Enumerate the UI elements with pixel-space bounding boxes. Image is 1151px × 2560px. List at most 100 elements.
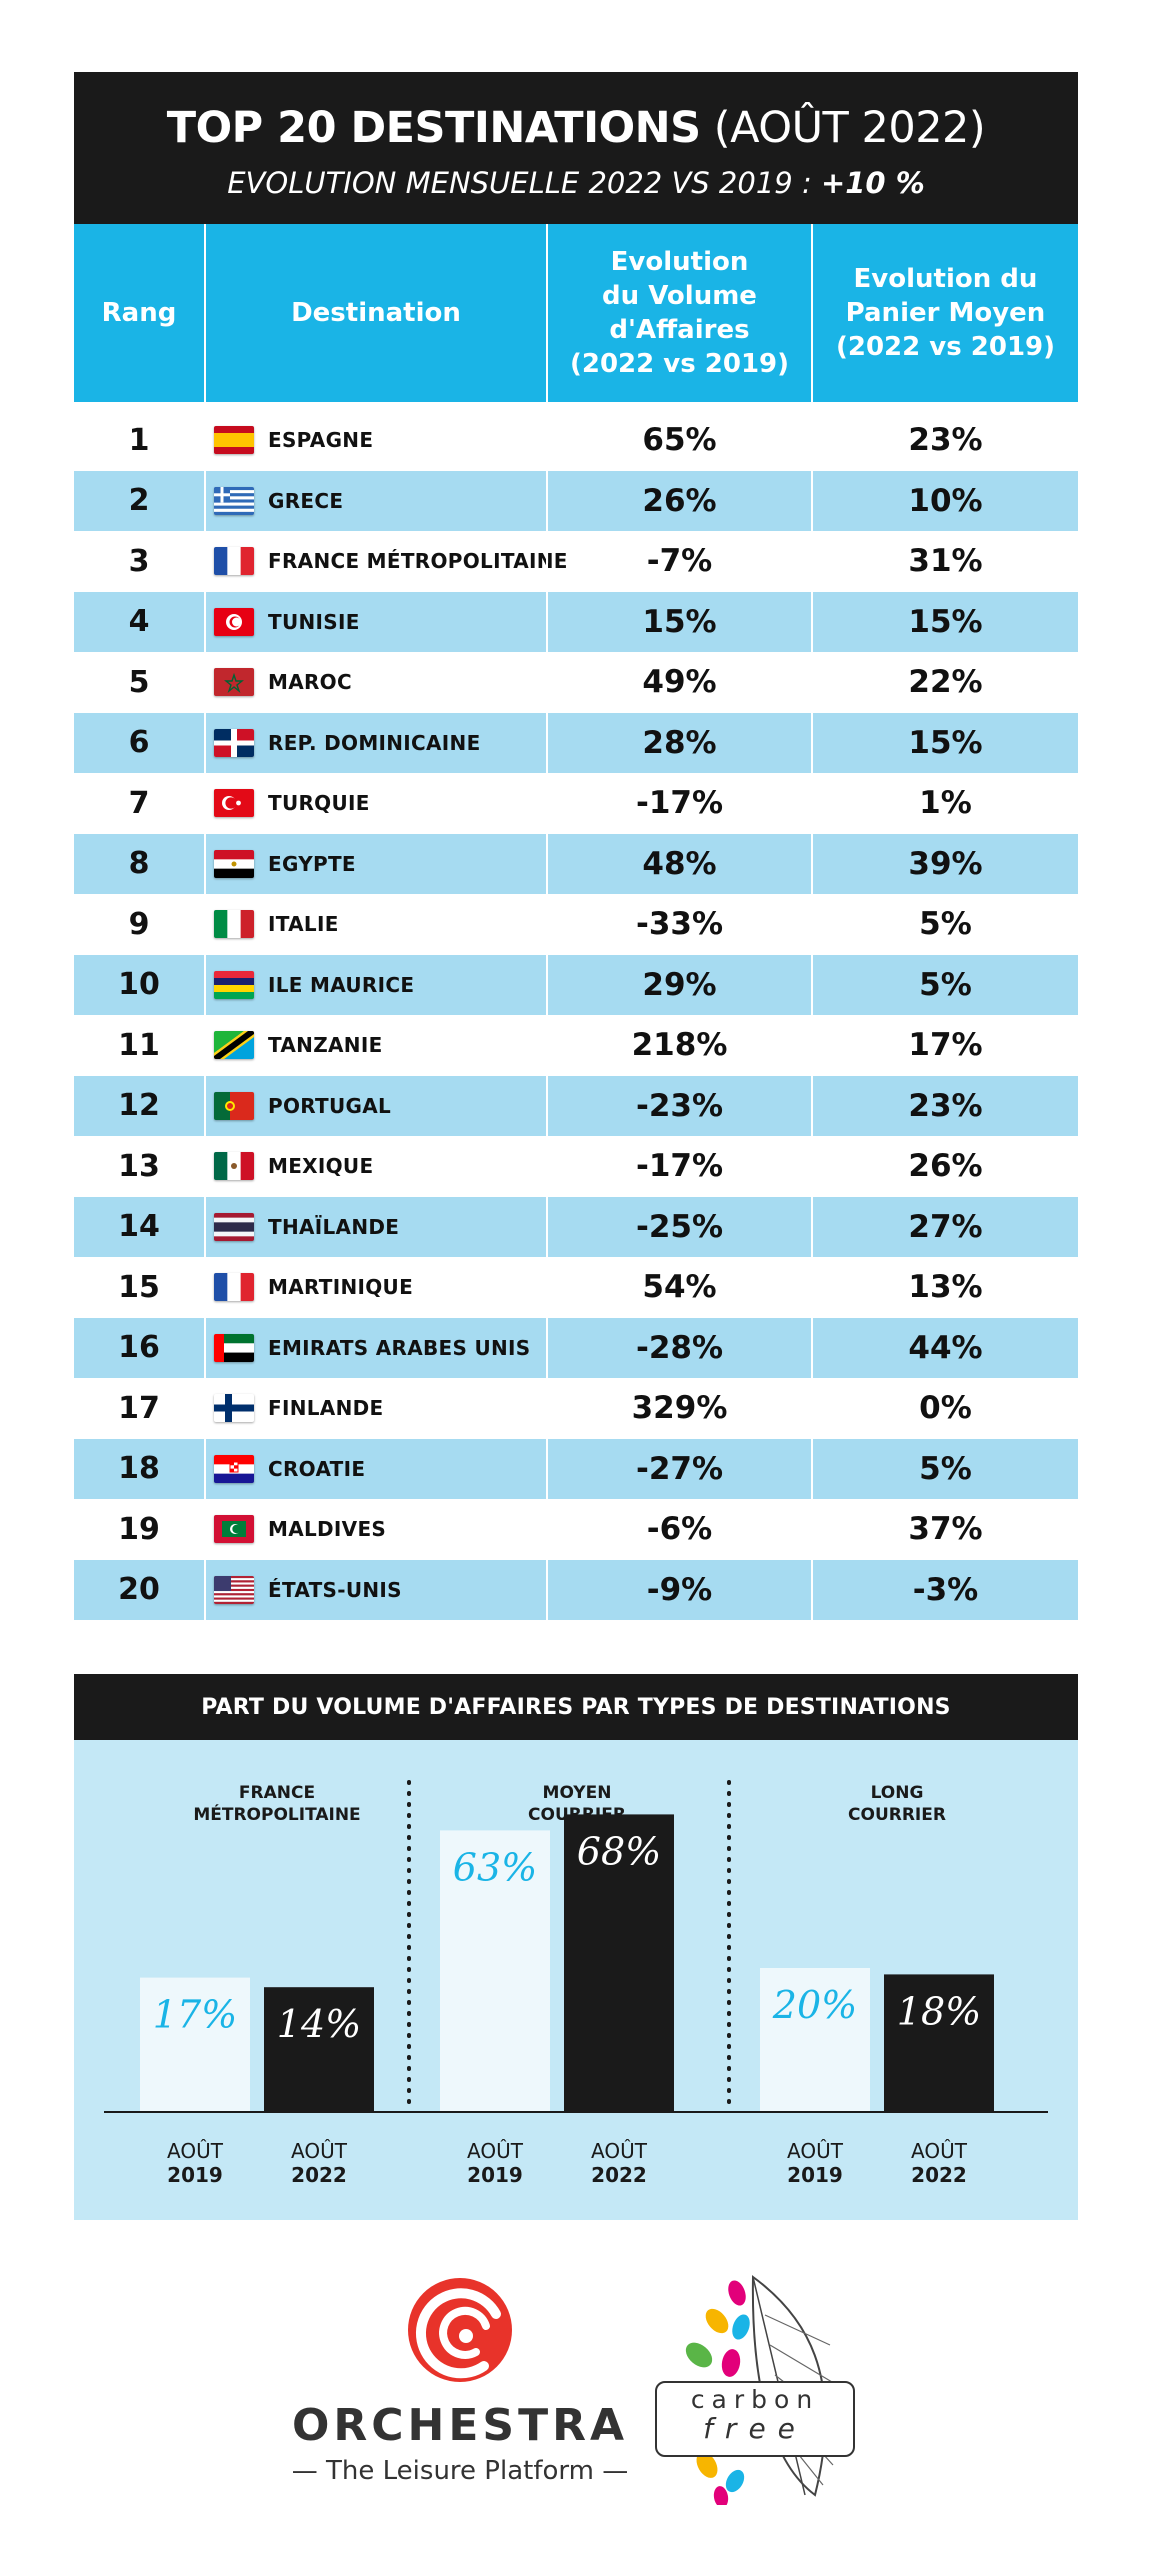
table-row: 19 MALDIVES -6% 37% (74, 1499, 1078, 1560)
volume-cell: 48% (642, 845, 717, 882)
uae-flag-icon (214, 1333, 254, 1362)
destination-name: MALDIVES (268, 1517, 387, 1541)
row-divider (811, 1196, 813, 1257)
flag-wrapper (214, 1270, 258, 1304)
row-divider (811, 1075, 813, 1136)
destination-cell: THAÏLANDE (214, 1197, 614, 1257)
mauritius-flag-icon (214, 970, 254, 999)
panier-cell: -3% (912, 1571, 979, 1608)
destination-name: EGYPTE (268, 851, 356, 876)
panier-cell: 17% (908, 1027, 983, 1063)
morocco-flag-icon (214, 668, 254, 696)
table-row: 11 TANZANIE 218% 17% (74, 1015, 1078, 1076)
rank-cell: 6 (128, 725, 150, 760)
row-divider (546, 1015, 548, 1076)
flag-wrapper (214, 605, 258, 639)
greece-flag-icon (214, 486, 254, 515)
flag-wrapper (214, 1573, 258, 1607)
destination-cell: ÉTATS-UNIS (214, 1560, 614, 1620)
panier-cell: 27% (908, 1208, 983, 1245)
bar (760, 1968, 870, 2112)
x-tick-month: AOÛT (591, 2139, 648, 2163)
panier-cell: 23% (908, 422, 983, 458)
finland-flag-icon (214, 1394, 254, 1422)
row-divider (811, 1257, 813, 1318)
row-divider (811, 1378, 813, 1439)
row-divider (546, 1317, 548, 1378)
group-title: LONG (871, 1783, 924, 1803)
destination-name: MARTINIQUE (268, 1275, 414, 1299)
destination-cell: CROATIE (214, 1439, 614, 1499)
header-divider (546, 224, 548, 402)
rank-cell: 10 (118, 967, 160, 1002)
volume-cell: 26% (642, 482, 717, 519)
x-tick-year: 2022 (911, 2163, 967, 2187)
volume-cell: -28% (635, 1329, 724, 1366)
rank-cell: 7 (128, 785, 150, 821)
panier-cell: 5% (919, 906, 972, 942)
bar-value-label: 20% (772, 1983, 857, 2027)
destination-cell: EMIRATS ARABES UNIS (214, 1318, 614, 1378)
tanzania-flag-icon (214, 1031, 254, 1059)
row-divider (204, 894, 206, 955)
rank-cell: 4 (128, 604, 150, 639)
table-row: 14 THAÏLANDE -25% 27% (74, 1196, 1078, 1257)
row-divider (811, 652, 813, 713)
flag-wrapper (214, 665, 258, 699)
row-divider (811, 1317, 813, 1378)
destination-cell: MARTINIQUE (214, 1257, 614, 1317)
x-tick-month: AOÛT (911, 2139, 968, 2163)
flag-wrapper (214, 968, 258, 1002)
volume-cell: 54% (642, 1269, 717, 1305)
row-divider (204, 1438, 206, 1499)
destination-cell: FINLANDE (214, 1378, 614, 1438)
croatia-flag-icon (214, 1454, 254, 1483)
group-title: FRANCE (239, 1783, 315, 1803)
row-divider (546, 1257, 548, 1318)
destination-cell: ILE MAURICE (214, 955, 614, 1015)
row-divider (811, 1559, 813, 1620)
destination-name: GRECE (268, 488, 344, 513)
table-row: 18 CROATIE -27% 5% (74, 1438, 1078, 1499)
row-divider (204, 712, 206, 773)
row-divider (204, 1196, 206, 1257)
destination-cell: MALDIVES (214, 1499, 614, 1559)
spain-flag-icon (214, 426, 254, 454)
panier-cell: 23% (908, 1087, 983, 1124)
rank-cell: 19 (118, 1511, 160, 1547)
flag-wrapper (214, 1452, 258, 1486)
bar-chart: FRANCEMÉTROPOLITAINE17%AOÛT201914%AOÛT20… (104, 1780, 1048, 2187)
destination-cell: FRANCE MÉTROPOLITAINE (214, 531, 614, 591)
turkey-flag-icon (214, 789, 254, 817)
mexico-flag-icon (214, 1152, 254, 1180)
flag-wrapper (214, 1028, 258, 1062)
table-row: 16 EMIRATS ARABES UNIS -28% 44% (74, 1317, 1078, 1378)
table-row: 6 REP. DOMINICAINE 28% 15% (74, 712, 1078, 773)
tunisia-flag-icon (214, 607, 254, 636)
chart-title: PART DU VOLUME D'AFFAIRES PAR TYPES DE D… (74, 1674, 1078, 1740)
bar (440, 1830, 550, 2112)
group-title: COURRIER (848, 1805, 946, 1825)
volume-cell: -17% (635, 1148, 724, 1184)
volume-header-line-1: Evolution (610, 247, 749, 277)
rank-cell: 2 (128, 483, 150, 518)
destination-name: TURQUIE (268, 791, 370, 815)
martinique-flag-icon (214, 1273, 254, 1301)
maldives-flag-icon (214, 1515, 254, 1543)
destination-name: EMIRATS ARABES UNIS (268, 1335, 531, 1360)
destination-name: PORTUGAL (268, 1093, 392, 1118)
header-divider (204, 224, 206, 402)
panier-cell: 15% (908, 603, 983, 640)
volume-header-line-3: d'Affaires (609, 315, 750, 345)
rank-cell: 11 (118, 1027, 160, 1063)
rank-cell: 14 (118, 1209, 160, 1244)
row-divider (811, 531, 813, 592)
rank-cell: 18 (118, 1451, 160, 1486)
flag-wrapper (214, 484, 258, 518)
table-row: 13 MEXIQUE -17% 26% (74, 1136, 1078, 1197)
flag-wrapper (214, 1512, 258, 1546)
volume-cell: -9% (646, 1571, 713, 1608)
x-tick-month: AOÛT (291, 2139, 348, 2163)
panier-cell: 10% (908, 482, 983, 519)
volume-cell: -23% (635, 1087, 724, 1124)
